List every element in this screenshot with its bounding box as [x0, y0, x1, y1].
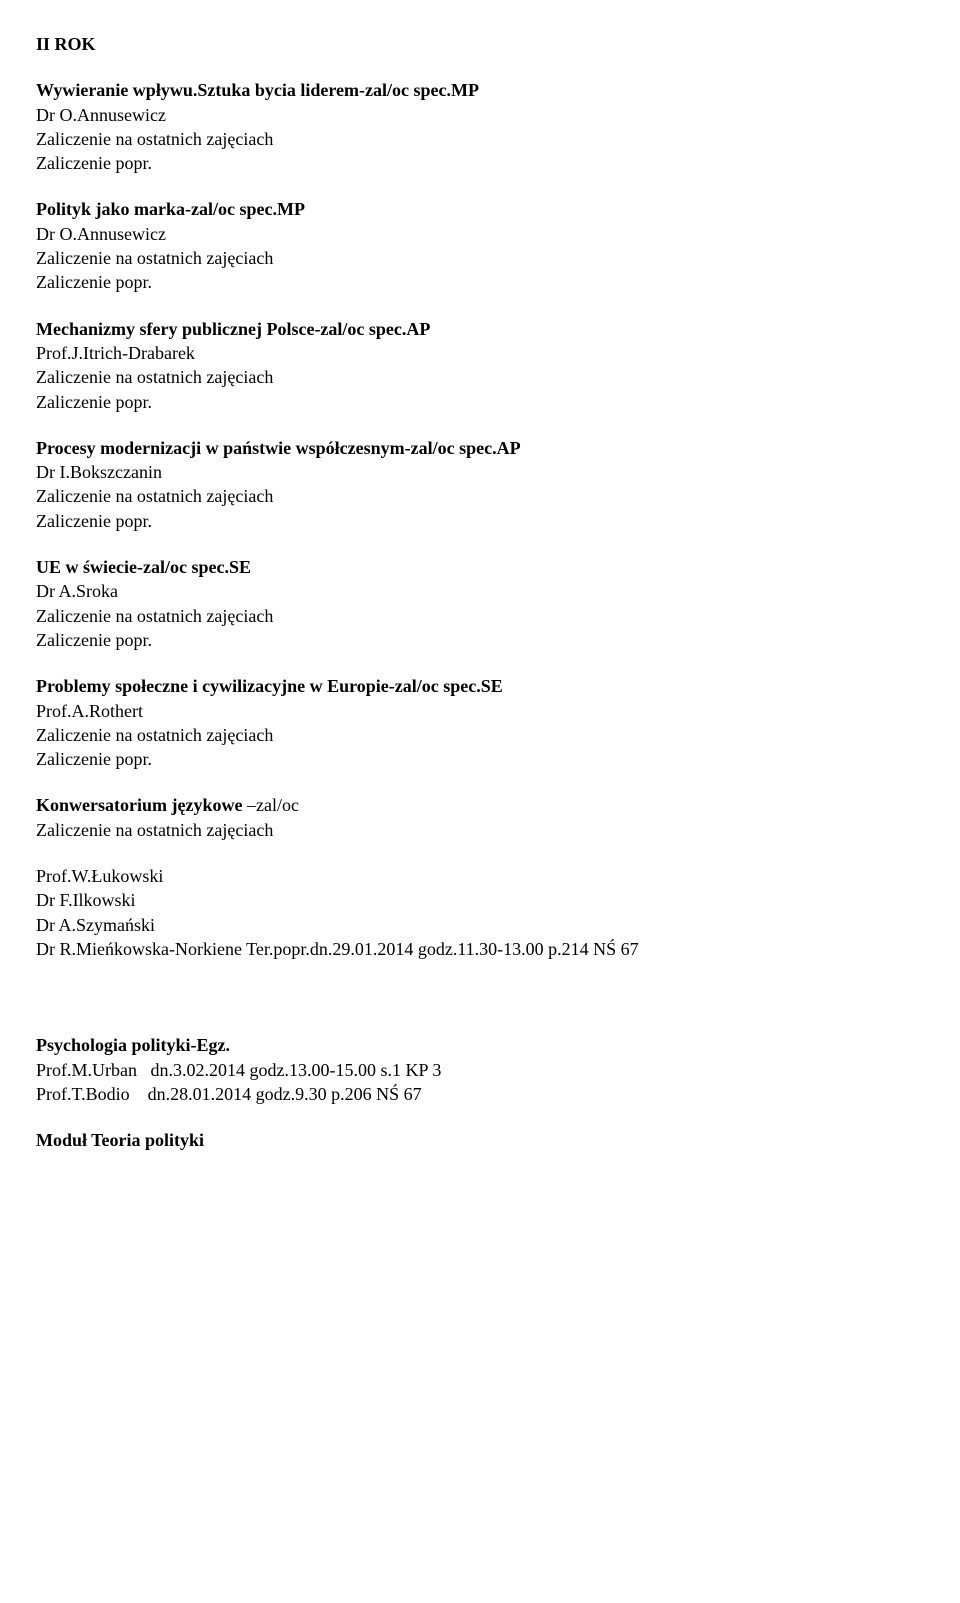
course-instructor: Dr I.Bokszczanin [36, 460, 924, 484]
course-title: UE w świecie-zal/oc spec.SE [36, 555, 924, 579]
course-credit-line: Zaliczenie na ostatnich zajęciach [36, 127, 924, 151]
modul-block: Moduł Teoria polityki [36, 1128, 924, 1152]
instructors-list: Prof.W.Łukowski Dr F.Ilkowski Dr A.Szyma… [36, 864, 924, 961]
course-block-1: Polityk jako marka-zal/oc spec.MP Dr O.A… [36, 197, 924, 294]
instructor-line: Dr F.Ilkowski [36, 888, 924, 912]
psychologia-line: Prof.M.Urban dn.3.02.2014 godz.13.00-15.… [36, 1058, 924, 1082]
course-credit-line: Zaliczenie na ostatnich zajęciach [36, 246, 924, 270]
course-credit-line: Zaliczenie na ostatnich zajęciach [36, 365, 924, 389]
course-instructor: Prof.J.Itrich-Drabarek [36, 341, 924, 365]
course-instructor: Dr O.Annusewicz [36, 222, 924, 246]
course-credit-line: Zaliczenie popr. [36, 509, 924, 533]
konwersatorium-title-suffix: –zal/oc [242, 795, 298, 815]
course-instructor: Prof.A.Rothert [36, 699, 924, 723]
course-instructor: Dr O.Annusewicz [36, 103, 924, 127]
konwersatorium-credit-line: Zaliczenie na ostatnich zajęciach [36, 818, 924, 842]
page-title: II ROK [36, 32, 924, 56]
course-title: Problemy społeczne i cywilizacyjne w Eur… [36, 674, 924, 698]
konwersatorium-title: Konwersatorium językowe –zal/oc [36, 793, 924, 817]
modul-title: Moduł Teoria polityki [36, 1128, 924, 1152]
course-credit-line: Zaliczenie popr. [36, 270, 924, 294]
course-title: Procesy modernizacji w państwie współcze… [36, 436, 924, 460]
course-block-5: Problemy społeczne i cywilizacyjne w Eur… [36, 674, 924, 771]
course-credit-line: Zaliczenie na ostatnich zajęciach [36, 723, 924, 747]
course-credit-line: Zaliczenie popr. [36, 628, 924, 652]
instructor-line: Dr R.Mieńkowska-Norkiene Ter.popr.dn.29.… [36, 937, 924, 961]
course-credit-line: Zaliczenie popr. [36, 747, 924, 771]
course-credit-line: Zaliczenie na ostatnich zajęciach [36, 484, 924, 508]
course-credit-line: Zaliczenie popr. [36, 390, 924, 414]
course-credit-line: Zaliczenie popr. [36, 151, 924, 175]
instructor-line: Prof.W.Łukowski [36, 864, 924, 888]
course-block-4: UE w świecie-zal/oc spec.SE Dr A.Sroka Z… [36, 555, 924, 652]
course-title: Mechanizmy sfery publicznej Polsce-zal/o… [36, 317, 924, 341]
psychologia-title: Psychologia polityki-Egz. [36, 1033, 924, 1057]
course-block-2: Mechanizmy sfery publicznej Polsce-zal/o… [36, 317, 924, 414]
course-title: Wywieranie wpływu.Sztuka bycia liderem-z… [36, 78, 924, 102]
course-block-3: Procesy modernizacji w państwie współcze… [36, 436, 924, 533]
course-credit-line: Zaliczenie na ostatnich zajęciach [36, 604, 924, 628]
page-header: II ROK [36, 32, 924, 56]
course-block-0: Wywieranie wpływu.Sztuka bycia liderem-z… [36, 78, 924, 175]
psychologia-line: Prof.T.Bodio dn.28.01.2014 godz.9.30 p.2… [36, 1082, 924, 1106]
course-instructor: Dr A.Sroka [36, 579, 924, 603]
konwersatorium-title-main: Konwersatorium językowe [36, 795, 242, 815]
instructor-line: Dr A.Szymański [36, 913, 924, 937]
course-title: Polityk jako marka-zal/oc spec.MP [36, 197, 924, 221]
psychologia-block: Psychologia polityki-Egz. Prof.M.Urban d… [36, 1033, 924, 1106]
konwersatorium-block: Konwersatorium językowe –zal/oc Zaliczen… [36, 793, 924, 842]
